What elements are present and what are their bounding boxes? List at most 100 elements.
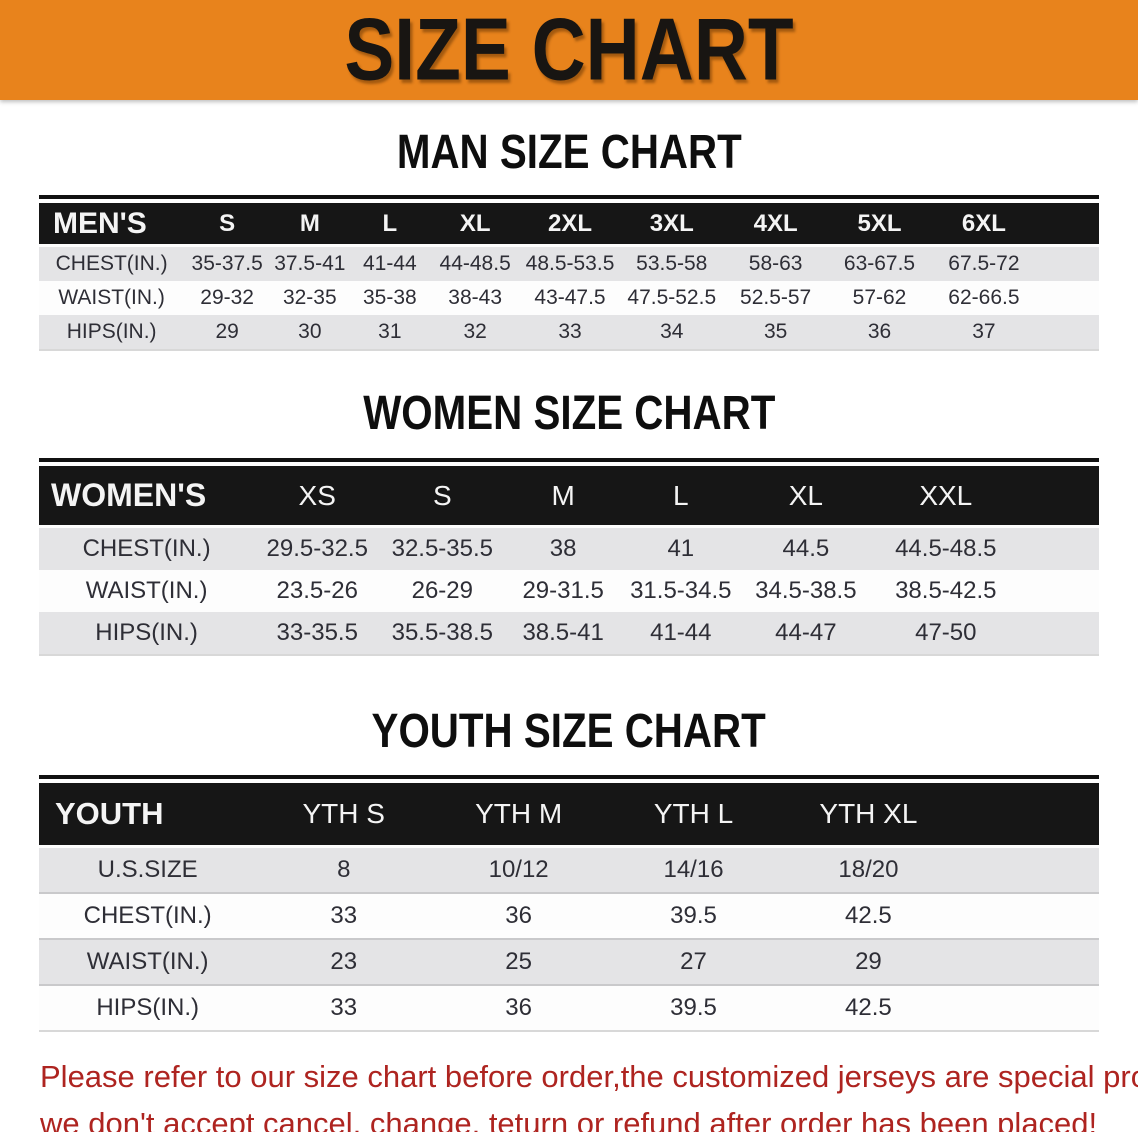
men-table-top-rule [39,195,1099,199]
section-youth: YOUTH SIZE CHART YOUTH YTH S YTH M YTH L YTH… [0,706,1138,1032]
table-cell: 33 [520,315,620,350]
women-size-table: WOMEN'S XS S M L XL XXL CHEST(IN.) 29.5-32.5 32.5… [39,466,1099,656]
table-cell: 38.5-41 [504,612,622,655]
footnote-line-2: we don't accept cancel, change, teturn o… [40,1106,1098,1132]
row-label: U.S.SIZE [39,846,257,893]
table-cell: 41-44 [621,612,740,655]
column-header: XL [430,203,521,247]
table-cell: 32-35 [270,281,350,315]
women-section-heading-text: WOMEN SIZE CHART [362,387,776,440]
column-header: XL [739,466,873,528]
page-title: SIZE CHART [344,0,794,99]
column-header [1036,203,1099,247]
column-header: 3XL [619,203,724,247]
table-cell: 35.5-38.5 [380,612,505,655]
column-header: L [621,466,740,528]
table-cell [955,892,1099,939]
table-row: CHEST(IN.) 29.5-32.5 32.5-35.5 38 41 44.5 44.5… [39,526,1099,570]
column-header: YTH L [606,783,781,848]
youth-section-heading-text: YOUTH SIZE CHART [371,705,767,758]
men-size-table: MEN'S S M L XL 2XL 3XL 4XL 5XL 6XL CHEST(IN.) 35-37… [39,203,1099,351]
table-cell: 52.5-57 [723,281,828,315]
table-row: HIPS(IN.) 33 36 39.5 42.5 [39,984,1099,1031]
table-cell: 35 [723,315,828,350]
table-cell: 23 [256,938,432,985]
column-header: 4XL [723,203,828,247]
table-cell: 36 [431,984,607,1031]
size-chart-content: MAN SIZE CHART MEN'S S M L XL 2XL 3XL 4XL 5XL 6XL… [0,127,1138,1032]
table-cell: 42.5 [780,892,956,939]
table-cell: 33 [256,892,432,939]
men-table-wrap: MEN'S S M L XL 2XL 3XL 4XL 5XL 6XL CHEST(IN.) 35-37… [39,195,1099,351]
table-row: WAIST(IN.) 29-32 32-35 35-38 38-43 43-47.5 47.… [39,281,1099,315]
column-header: YTH S [256,783,432,848]
table-row: WAIST(IN.) 23.5-26 26-29 29-31.5 31.5-34.5 34… [39,570,1099,612]
column-header: S [380,466,505,528]
youth-table-wrap: YOUTH YTH S YTH M YTH L YTH XL U.S.SIZE 8 10/12… [39,775,1099,1032]
women-table-top-rule [39,458,1099,462]
table-cell: 29-31.5 [504,570,622,612]
table-cell: 36 [827,315,932,350]
table-cell [955,938,1099,985]
column-header: 6XL [931,203,1037,247]
table-title-cell: WOMEN'S [39,466,255,528]
table-cell [1036,245,1099,281]
banner: SIZE CHART [0,0,1138,100]
table-cell: 39.5 [606,984,781,1031]
table-cell: 33-35.5 [254,612,381,655]
table-row: HIPS(IN.) 33-35.5 35.5-38.5 38.5-41 41-44 44-… [39,612,1099,655]
youth-table-top-rule [39,775,1099,779]
table-cell: 53.5-58 [619,245,724,281]
row-label: HIPS(IN.) [39,984,257,1031]
table-cell: 29-32 [184,281,271,315]
table-row: U.S.SIZE 8 10/12 14/16 18/20 [39,846,1099,893]
youth-section-heading: YOUTH SIZE CHART [0,706,1138,758]
table-cell: 41 [621,526,740,570]
table-cell: 34 [619,315,724,350]
women-section-heading: WOMEN SIZE CHART [0,388,1138,440]
table-cell: 35-37.5 [184,245,271,281]
table-cell: 63-67.5 [827,245,932,281]
row-label: CHEST(IN.) [39,892,257,939]
table-cell: 57-62 [827,281,932,315]
table-cell: 29.5-32.5 [254,526,381,570]
section-men: MAN SIZE CHART MEN'S S M L XL 2XL 3XL 4XL 5XL 6XL… [0,127,1138,351]
footnote-line-1: Please refer to our size chart before or… [40,1059,1138,1094]
column-header: YTH XL [780,783,956,848]
table-cell [1019,526,1099,570]
row-label: HIPS(IN.) [39,315,185,350]
table-header-row: YOUTH YTH S YTH M YTH L YTH XL [39,783,1099,848]
table-row: CHEST(IN.) 33 36 39.5 42.5 [39,892,1099,939]
table-cell: 23.5-26 [254,570,381,612]
table-cell: 43-47.5 [520,281,620,315]
table-row: WAIST(IN.) 23 25 27 29 [39,938,1099,985]
table-cell: 38 [504,526,622,570]
column-header: XXL [872,466,1020,528]
table-cell: 67.5-72 [931,245,1037,281]
table-cell: 32 [430,315,521,350]
youth-size-table: YOUTH YTH S YTH M YTH L YTH XL U.S.SIZE 8 10/12… [39,783,1099,1032]
table-row: CHEST(IN.) 35-37.5 37.5-41 41-44 44-48.5 48.5… [39,245,1099,281]
table-cell: 41-44 [349,245,431,281]
table-cell: 47-50 [872,612,1020,655]
table-cell: 27 [606,938,781,985]
table-cell: 42.5 [780,984,956,1031]
table-cell: 26-29 [380,570,505,612]
table-cell: 44-48.5 [430,245,521,281]
table-cell: 58-63 [723,245,828,281]
table-cell: 10/12 [431,846,607,893]
column-header: XS [254,466,381,528]
column-header: 2XL [520,203,620,247]
table-cell: 36 [431,892,607,939]
table-cell: 37 [931,315,1037,350]
column-header: 5XL [827,203,932,247]
column-header [955,783,1099,848]
table-cell: 35-38 [349,281,431,315]
table-cell: 31 [349,315,431,350]
table-cell: 44-47 [739,612,873,655]
table-row: HIPS(IN.) 29 30 31 32 33 34 35 36 37 [39,315,1099,350]
row-label: WAIST(IN.) [39,938,257,985]
men-section-heading-text: MAN SIZE CHART [396,126,742,179]
table-header-row: WOMEN'S XS S M L XL XXL [39,466,1099,528]
